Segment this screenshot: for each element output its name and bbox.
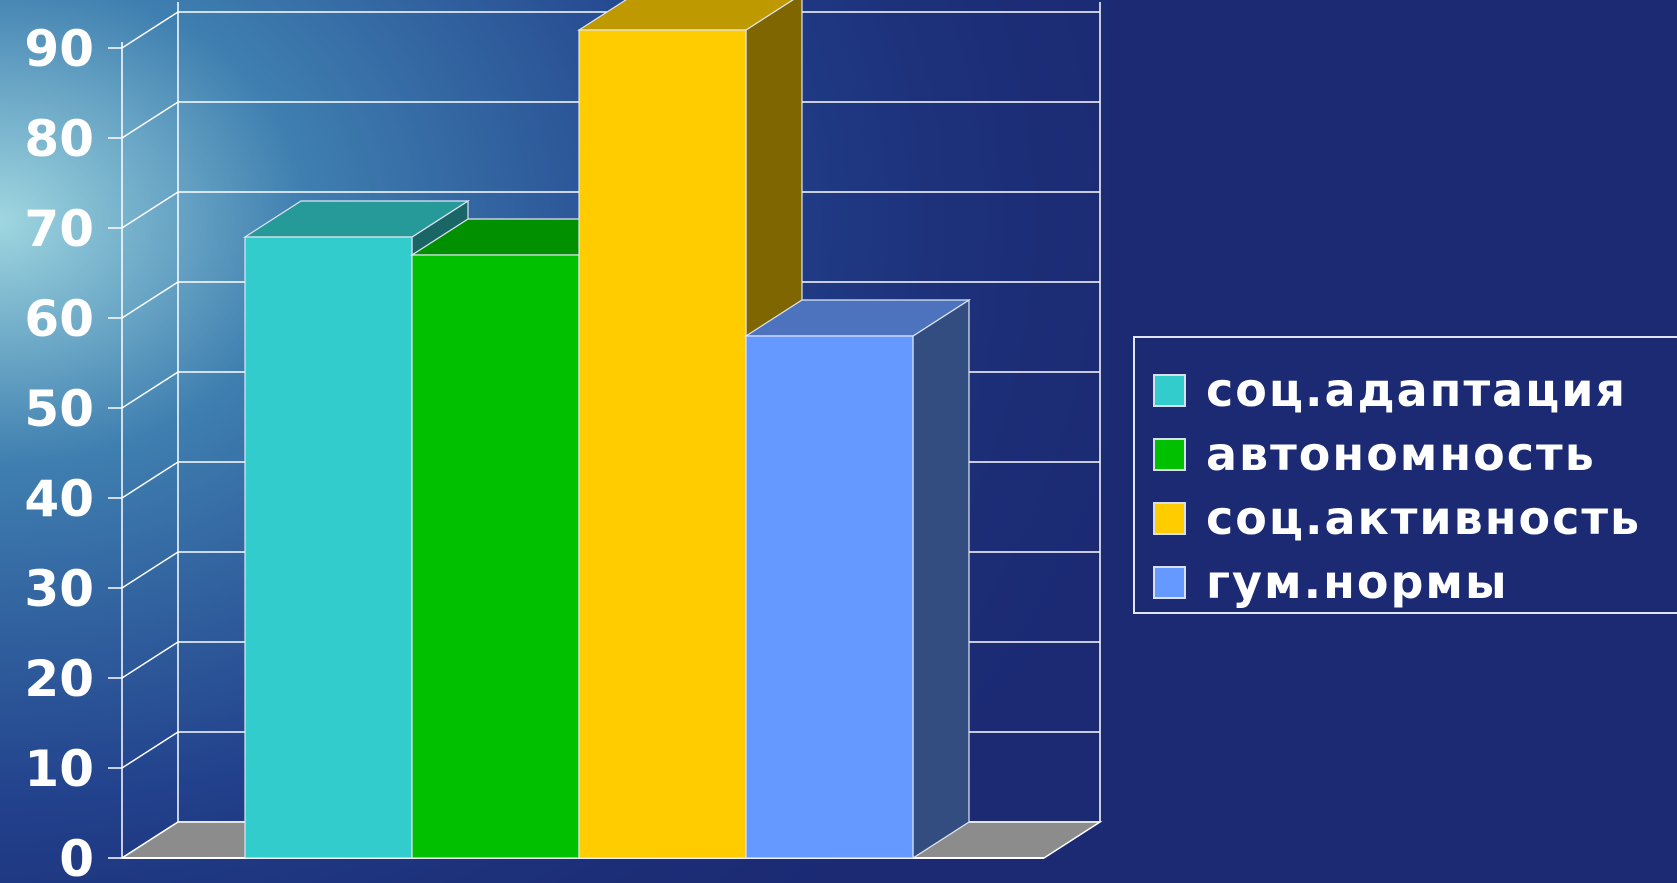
y-tick-label: 10 <box>24 740 94 798</box>
legend-item-soc-adaptation: соц.адаптация <box>1153 358 1677 422</box>
y-tick-label: 90 <box>24 20 94 78</box>
legend-item-soc-activity: соц.активность <box>1153 486 1677 550</box>
legend-label-autonomy: автономность <box>1206 427 1596 481</box>
legend-swatch-soc-activity <box>1153 501 1186 535</box>
y-tick-label: 20 <box>24 650 94 708</box>
bar-hum-norms <box>743 298 972 860</box>
bar-front-soc-activity <box>578 29 747 859</box>
bar-front-hum-norms <box>745 335 914 859</box>
bar-front-autonomy <box>411 254 580 859</box>
y-tick-label: 80 <box>24 110 94 168</box>
bar-chart: 0 10 20 30 40 50 60 70 80 90 <box>0 0 1110 883</box>
legend-item-hum-norms: гум.нормы <box>1153 550 1677 614</box>
bar-front-soc-adaptation <box>244 236 413 859</box>
y-tick-label: 60 <box>24 290 94 348</box>
gridline-side <box>121 281 179 319</box>
legend-item-autonomy: автономность <box>1153 422 1677 486</box>
legend-swatch-soc-adaptation <box>1153 373 1186 407</box>
legend-label-hum-norms: гум.нормы <box>1206 555 1509 609</box>
legend-label-soc-adaptation: соц.адаптация <box>1206 363 1628 417</box>
y-tick-label: 70 <box>24 200 94 258</box>
gridline-side <box>121 371 179 409</box>
y-tick-label: 0 <box>59 830 94 883</box>
legend-swatch-hum-norms <box>1153 565 1186 599</box>
legend: соц.адаптация автономность соц.активност… <box>1133 336 1677 614</box>
gridline-side <box>121 731 179 769</box>
gridline-side <box>121 641 179 679</box>
gridline-side <box>121 101 179 139</box>
y-tick-label: 40 <box>24 470 94 528</box>
bar-side-hum-norms <box>912 298 970 860</box>
gridline-side <box>121 461 179 499</box>
gridline-side <box>121 551 179 589</box>
gridline-side <box>121 191 179 229</box>
y-tick-label: 50 <box>24 380 94 438</box>
legend-swatch-autonomy <box>1153 437 1186 471</box>
legend-label-soc-activity: соц.активность <box>1206 491 1642 545</box>
y-tick-label: 30 <box>24 560 94 618</box>
gridline-side <box>121 11 179 49</box>
